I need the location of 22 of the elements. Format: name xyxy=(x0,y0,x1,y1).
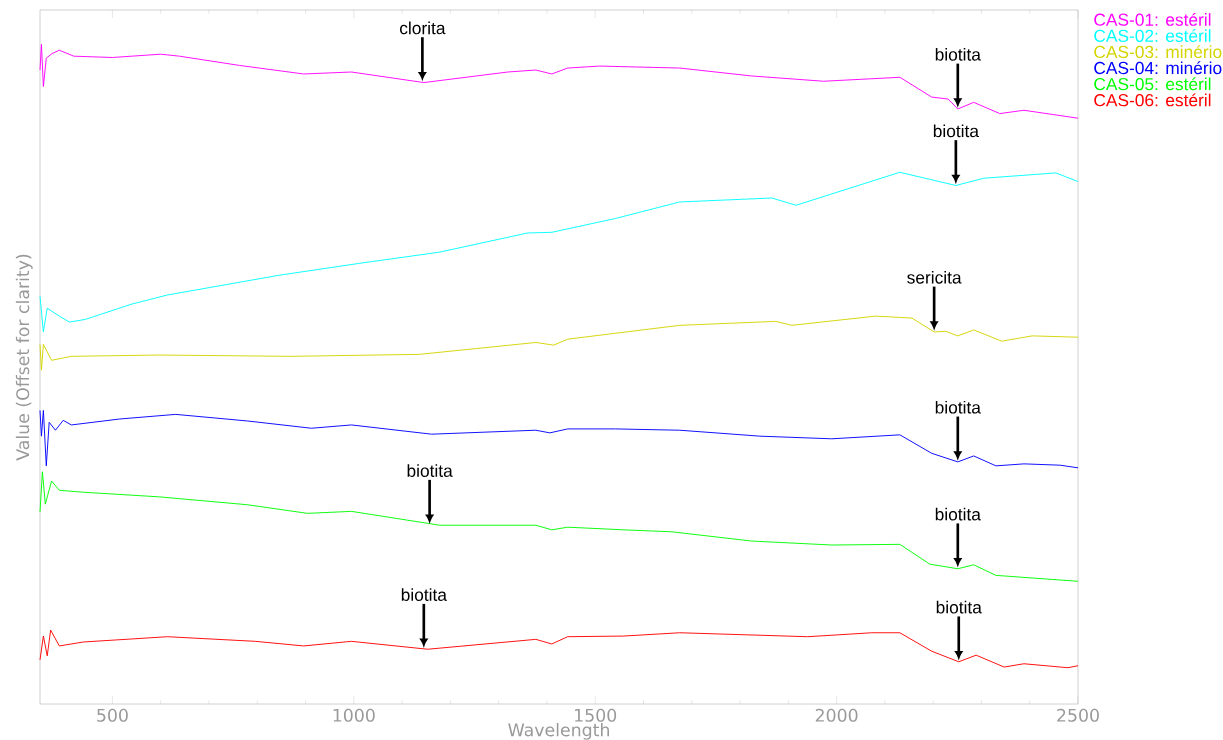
annotation: biotita xyxy=(936,600,982,614)
text: CAS-05: estéril xyxy=(1094,77,1211,91)
x-tick-label: 1500 xyxy=(575,708,617,722)
annotation: biotita xyxy=(935,400,981,414)
annotation: biotita xyxy=(401,588,447,601)
annotation: biotita xyxy=(933,124,979,138)
x-tick-label: 500 xyxy=(97,708,128,722)
text: CAS-04: minério xyxy=(1094,61,1222,75)
text: CAS-06: estéril xyxy=(1094,93,1211,107)
text: CAS-03: minério xyxy=(1094,45,1222,59)
x-axis-title: Wavelength xyxy=(508,722,609,740)
annotation: clorita xyxy=(399,21,446,35)
x-tick-label: 2000 xyxy=(815,708,858,722)
x-tick-label: 2500 xyxy=(1057,708,1099,722)
text: CAS-02: estéril xyxy=(1094,29,1211,42)
x-tick-label: 1000 xyxy=(333,708,375,722)
annotation: sericita xyxy=(907,270,962,284)
annotation: biotita xyxy=(935,507,981,521)
text: CAS-01: estéril xyxy=(1094,12,1211,26)
annotation: biotita xyxy=(935,47,981,61)
y-axis-title: Value (Offset for clarity) xyxy=(15,254,33,461)
annotation: biotita xyxy=(407,464,453,477)
